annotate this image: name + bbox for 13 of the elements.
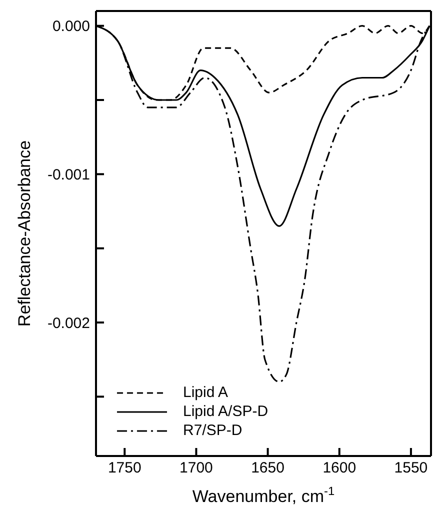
y-tick-label: 0.000 xyxy=(52,18,90,36)
x-tick-label: 1600 xyxy=(322,460,356,477)
x-tick-label: 1700 xyxy=(180,460,213,477)
legend-label: R7/SP-D xyxy=(183,421,242,440)
legend-label: Lipid A/SP-D xyxy=(183,402,268,421)
y-tick-label: -0.002 xyxy=(47,314,90,332)
x-tick-label: 1750 xyxy=(108,460,142,477)
x-tick-label: 1550 xyxy=(394,460,428,477)
x-tick-label: 1650 xyxy=(251,460,284,477)
y-tick-label: -0.001 xyxy=(47,166,90,184)
y-axis-title: Reflectance-Absorbance xyxy=(15,140,34,327)
x-axis-title: Wavenumber, cm$^{-1}$ xyxy=(192,484,335,506)
legend-label: Lipid A xyxy=(183,383,228,402)
